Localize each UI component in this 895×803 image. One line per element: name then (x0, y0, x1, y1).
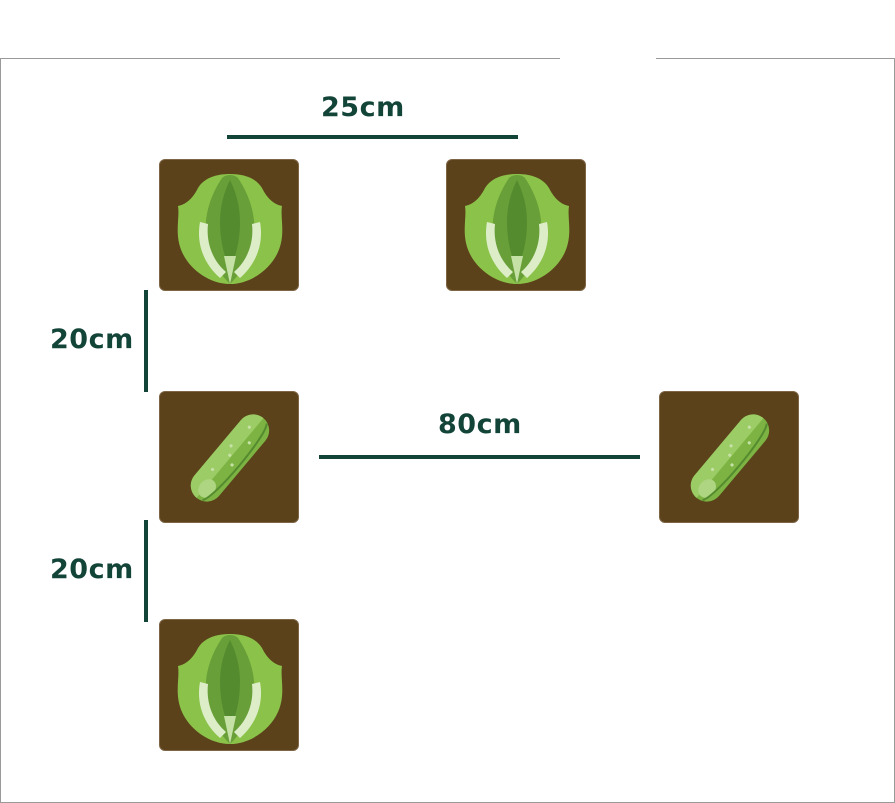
cucumber-tile (659, 391, 799, 523)
lettuce-tile (159, 619, 299, 751)
row-spacing-bottom-line (144, 520, 148, 622)
frame-left (0, 58, 1, 803)
lettuce-icon (177, 174, 283, 284)
cucumber-spacing-label: 80cm (438, 409, 522, 440)
lettuce-icon (177, 634, 283, 744)
cucumber-spacing-line (319, 455, 640, 459)
frame-top-right (656, 58, 895, 59)
cucumber-icon (690, 414, 770, 502)
row-spacing-bottom-label: 20cm (50, 554, 134, 585)
row-spacing-top-line (144, 290, 148, 392)
lettuce-tile (446, 159, 586, 291)
frame-top-left (0, 58, 560, 59)
row-spacing-top-label: 20cm (50, 324, 134, 355)
lettuce-icon (464, 174, 570, 284)
lettuce-spacing-line (227, 135, 518, 139)
cucumber-tile (159, 391, 299, 523)
cucumber-icon (190, 414, 270, 502)
lettuce-spacing-label: 25cm (321, 92, 405, 123)
lettuce-tile (159, 159, 299, 291)
